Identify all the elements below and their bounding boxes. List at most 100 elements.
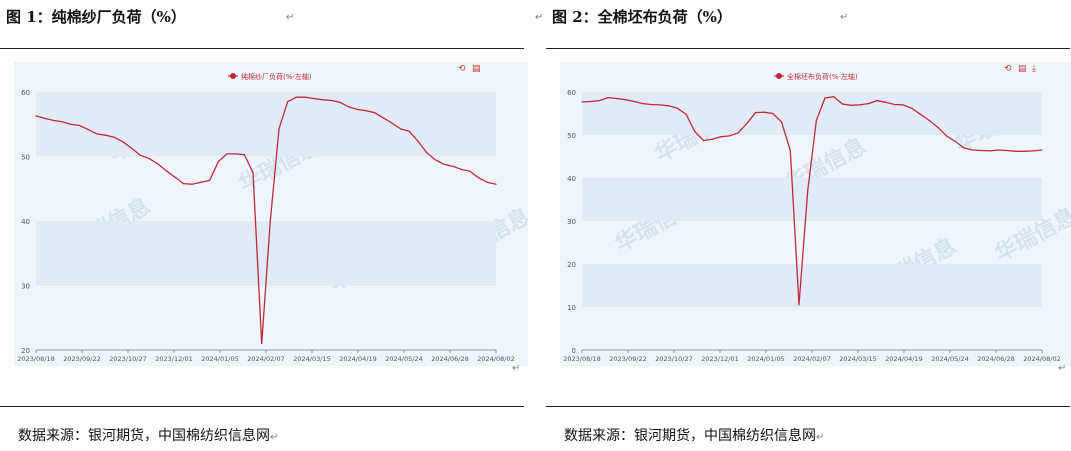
x-tick-label: 2024/01/05 (201, 355, 238, 363)
figure-1-panel: 图 1：纯棉纱厂负荷（%） ↵ ↵ ⟲ ▤ 华瑞信息华瑞信息华瑞信息华瑞信息华瑞… (0, 0, 543, 451)
legend-label: 纯棉纱厂负荷(%-左轴) (241, 72, 312, 81)
data-point (850, 104, 852, 106)
data-point (113, 136, 115, 138)
y-tick-label: 40 (567, 175, 576, 183)
top-rule (0, 48, 524, 49)
data-point (226, 153, 228, 155)
x-tick-label: 2023/10/27 (655, 355, 692, 363)
x-tick-label: 2024/03/15 (293, 355, 330, 363)
data-point (130, 147, 133, 149)
data-point (694, 130, 696, 133)
data-point (633, 100, 635, 103)
data-point (720, 136, 722, 138)
data-point (156, 162, 159, 165)
top-rule (546, 48, 1070, 49)
figure-1-svg: 华瑞信息华瑞信息华瑞信息华瑞信息华瑞信息华瑞信息20304050602023/0… (17, 72, 528, 363)
x-tick-label: 2024/06/28 (977, 355, 1014, 363)
data-point (989, 150, 991, 152)
data-point (928, 119, 930, 121)
x-tick-label: 2024/01/05 (747, 355, 784, 363)
data-point (287, 101, 289, 103)
grid-band (582, 178, 1042, 221)
data-point (685, 113, 687, 115)
data-point (321, 99, 324, 101)
data-point (798, 304, 800, 306)
data-point (876, 100, 878, 102)
data-point (598, 100, 600, 102)
data-point (624, 99, 626, 101)
x-tick-label: 2023/12/01 (701, 355, 738, 363)
data-point (1006, 149, 1008, 152)
x-tick-label: 2024/08/02 (477, 355, 514, 363)
data-point (590, 100, 592, 103)
y-tick-label: 30 (21, 283, 30, 291)
data-point (443, 163, 445, 165)
data-point (650, 103, 653, 106)
x-tick-label: 2024/06/28 (431, 355, 468, 363)
data-point (1032, 150, 1034, 152)
data-point (668, 105, 670, 107)
data-point (460, 168, 462, 170)
y-tick-label: 60 (567, 89, 576, 97)
data-point (104, 134, 107, 136)
save-image-icon[interactable]: ⤓ (1032, 64, 1036, 74)
y-tick-label: 40 (21, 218, 30, 226)
data-point (642, 103, 644, 105)
data-point (452, 165, 454, 167)
return-mark-icon: ↵ (840, 12, 849, 23)
data-point (495, 183, 497, 185)
data-point (425, 152, 428, 154)
data-point (261, 342, 263, 345)
figure-2-panel: 图 2：全棉坯布负荷（%） ↵ ⟲ ▤ ⤓ 华瑞信息华瑞信息华瑞信息华瑞信息华瑞… (546, 0, 1071, 451)
data-view-icon[interactable]: ▤ (472, 64, 481, 74)
data-point (70, 123, 72, 125)
data-point (408, 130, 410, 132)
data-point (789, 149, 791, 152)
x-tick-label: 2024/03/15 (839, 355, 876, 363)
bottom-rule (0, 406, 524, 407)
data-point (382, 117, 384, 119)
data-point (200, 181, 202, 183)
data-point (971, 149, 974, 151)
x-tick-label: 2023/09/22 (63, 355, 100, 363)
data-point (763, 111, 765, 113)
x-tick-label: 2023/12/01 (155, 355, 192, 363)
data-point (208, 179, 211, 181)
data-point (434, 159, 436, 161)
data-point (911, 107, 913, 109)
data-point (824, 97, 826, 99)
bottom-rule (546, 406, 1070, 407)
data-view-icon[interactable]: ▤ (1018, 64, 1027, 74)
data-point (52, 119, 54, 121)
data-point (87, 128, 89, 131)
x-tick-label: 2024/04/19 (885, 355, 922, 363)
x-tick-label: 2024/05/24 (385, 355, 422, 363)
data-point (1041, 149, 1043, 151)
restore-icon[interactable]: ⟲ (1004, 64, 1012, 74)
legend-label: 全棉坯布负荷(%-左轴) (787, 72, 858, 81)
x-tick-label: 2024/05/24 (931, 355, 968, 363)
series-line (581, 96, 1043, 305)
data-point (174, 176, 176, 178)
data-point (607, 96, 609, 99)
figure-2-title: 图 2：全棉坯布负荷（%） (552, 8, 732, 26)
data-point (373, 112, 376, 114)
return-mark-icon: ↵ (1058, 363, 1067, 374)
data-point (347, 106, 350, 108)
data-point (702, 139, 705, 142)
restore-icon[interactable]: ⟲ (458, 64, 466, 74)
data-point (217, 161, 219, 163)
legend-marker (776, 73, 782, 79)
data-point (356, 108, 358, 111)
grid-band (36, 92, 496, 157)
data-point (963, 147, 965, 149)
data-point (781, 121, 783, 123)
data-point (937, 126, 939, 128)
grid-band (582, 92, 1042, 135)
data-point (391, 122, 393, 124)
data-point (486, 181, 488, 183)
data-point (902, 104, 904, 106)
x-tick-label: 2024/08/02 (1023, 355, 1060, 363)
data-point (122, 141, 124, 143)
data-point (711, 138, 713, 140)
